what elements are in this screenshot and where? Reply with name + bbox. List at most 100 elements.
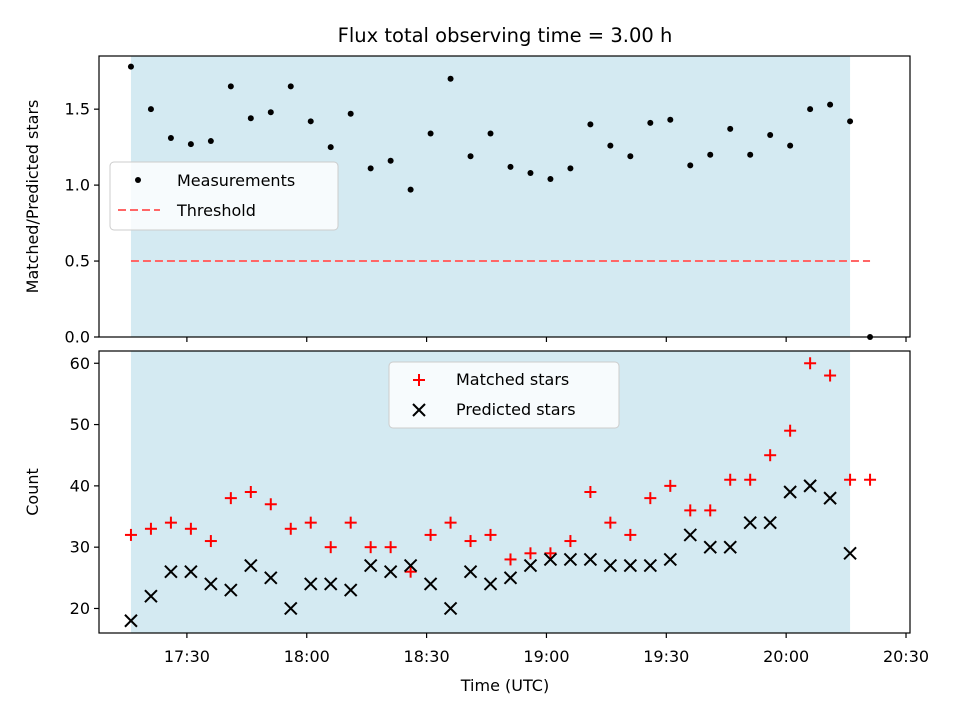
predicted-star-point	[703, 540, 717, 554]
matched-star-point	[124, 528, 137, 541]
matched-star-point	[584, 486, 597, 498]
measurement-point	[807, 106, 814, 113]
x-tick-label: 20:00	[763, 647, 809, 666]
y-tick-label: 1.0	[65, 176, 90, 195]
y-tick-label: 30	[70, 538, 90, 557]
matched-star-point	[144, 522, 157, 535]
matched-star-point	[224, 492, 237, 505]
measurement-point	[647, 119, 654, 126]
predicted-star-point	[324, 577, 338, 591]
matched-star-point	[364, 541, 377, 554]
top-x-ticks	[186, 337, 907, 342]
matched-star-point	[164, 516, 177, 529]
legend-matched-marker	[413, 374, 425, 386]
measurement-point	[187, 141, 194, 148]
predicted-star-point	[463, 564, 478, 579]
measurement-point	[287, 83, 294, 90]
y-tick-label: 20	[70, 599, 90, 618]
matched-star-point	[404, 565, 417, 578]
predicted-star-point	[523, 558, 538, 573]
legend-predicted-label: Predicted stars	[456, 400, 576, 419]
matched-star-point	[724, 473, 737, 486]
y-tick-label: 40	[70, 476, 90, 495]
matched-star-point	[704, 504, 717, 517]
legend-matched-label: Matched stars	[456, 370, 569, 389]
predicted-star-point	[563, 552, 578, 567]
chart-title: Flux total observing time = 3.00 h	[338, 24, 673, 47]
measurement-point	[687, 162, 694, 169]
x-tick-label: 17:30	[164, 647, 210, 666]
predicted-star-point	[304, 577, 318, 591]
matched-star-point	[504, 553, 517, 566]
measurement-point	[627, 153, 634, 160]
predicted-star-point	[803, 479, 817, 493]
predicted-star-point	[723, 540, 737, 554]
measurement-point	[387, 157, 394, 164]
measurement-point	[827, 101, 834, 108]
matched-star-point	[684, 504, 697, 517]
predicted-star-point	[144, 589, 158, 603]
predicted-star-point	[343, 583, 358, 597]
predicted-star-point	[264, 571, 278, 585]
measurement-point	[747, 151, 754, 158]
matched-star-point	[184, 522, 197, 535]
measurement-point	[247, 115, 254, 122]
predicted-star-point	[663, 552, 678, 567]
matched-star-point	[344, 516, 357, 529]
bottom-legend: Matched stars Predicted stars	[388, 361, 620, 429]
legend-predicted-marker	[412, 403, 426, 417]
predicted-star-point	[124, 614, 138, 628]
top-y-ticks: 0.0 0.5 1.0 1.5	[65, 100, 99, 347]
measurement-point	[127, 63, 134, 70]
predicted-star-point	[843, 546, 857, 561]
predicted-star-point	[583, 552, 598, 567]
matched-star-point	[204, 535, 217, 548]
matched-star-point	[604, 516, 617, 529]
predicted-star-point	[363, 558, 378, 573]
x-axis-label: Time (UTC)	[460, 676, 549, 695]
measurement-point	[207, 138, 214, 145]
measurement-point	[227, 83, 234, 90]
matched-star-point	[444, 516, 457, 529]
matched-star-point	[464, 535, 477, 548]
top-axes: Flux total observing time = 3.00 h 0.00.…	[23, 24, 911, 347]
matched-star-point	[524, 547, 537, 560]
predicted-star-point	[623, 558, 638, 573]
bottom-x-ticks: 17:30 18:00 18:30 19:00 19:30 20:00 20:30	[164, 633, 929, 666]
bottom-axes: 20 30 40 50 60 17:30 18:00 18:30 19:00 19:30 20:0…	[23, 350, 929, 695]
predicted-star-point	[403, 558, 418, 573]
predicted-star-point	[543, 552, 558, 567]
y-tick-label: 60	[70, 354, 90, 373]
measurement-point	[467, 153, 474, 160]
matched-star-point	[624, 528, 637, 541]
matched-star-point	[764, 449, 777, 462]
x-tick-label: 19:30	[643, 647, 689, 666]
matched-star-point	[284, 522, 297, 535]
top-series-layer	[127, 63, 874, 340]
matched-star-point	[804, 357, 817, 370]
predicted-star-point	[224, 583, 238, 597]
matched-star-point	[744, 473, 757, 486]
matched-star-point	[244, 486, 257, 498]
predicted-star-point	[383, 564, 398, 579]
top-axes-frame	[98, 55, 911, 338]
predicted-star-point	[423, 577, 438, 591]
x-tick-label: 18:30	[404, 647, 450, 666]
legend-threshold-label: Threshold	[176, 201, 256, 220]
matched-star-point	[664, 479, 677, 492]
predicted-star-point	[244, 558, 258, 573]
top-legend: Measurements Threshold	[109, 161, 339, 231]
bottom-series-layer	[124, 357, 877, 628]
measurement-point	[327, 144, 334, 151]
matched-star-point	[644, 492, 657, 505]
measurement-point	[587, 121, 594, 128]
predicted-star-point	[823, 491, 837, 505]
matched-star-point	[304, 516, 317, 529]
measurement-point	[167, 135, 174, 142]
measurement-point	[547, 176, 554, 183]
measurement-point	[487, 130, 494, 137]
matched-star-point	[424, 528, 437, 541]
measurement-point	[347, 110, 354, 117]
measurement-point	[767, 131, 774, 138]
predicted-star-point	[783, 485, 797, 499]
